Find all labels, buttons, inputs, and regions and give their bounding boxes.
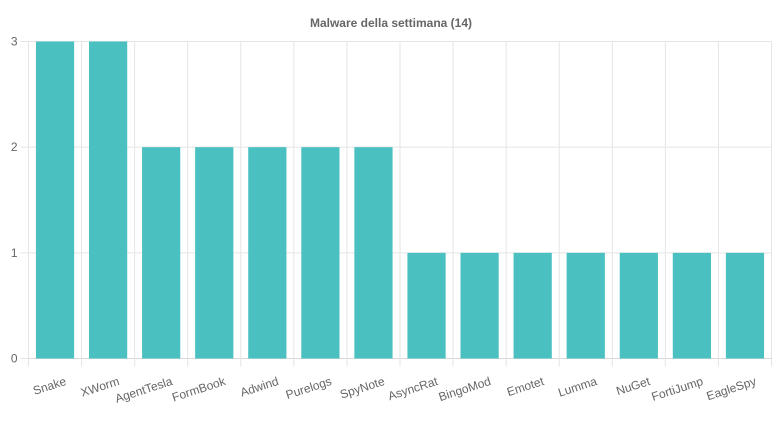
bar xyxy=(513,252,552,359)
bar xyxy=(407,252,446,359)
y-tick-label: 3 xyxy=(11,35,18,49)
bars-layer xyxy=(35,41,765,359)
bar xyxy=(672,252,711,359)
bar xyxy=(195,147,234,359)
bar xyxy=(354,147,393,359)
bar xyxy=(566,252,605,359)
y-axis-ticks: 0 1 2 3 xyxy=(11,35,18,366)
x-tick-label: EagleSpy xyxy=(705,374,758,403)
x-tick-label: Emotet xyxy=(505,374,546,399)
y-tick-label: 1 xyxy=(11,246,18,260)
x-tick-label: AsyncRat xyxy=(386,374,440,403)
bar xyxy=(460,252,499,359)
bar xyxy=(301,147,340,359)
chart-title: Malware della settimana (14) xyxy=(310,16,472,30)
y-tick-label: 2 xyxy=(11,140,18,154)
bar xyxy=(725,252,765,359)
y-tick-label: 0 xyxy=(11,352,18,366)
bar xyxy=(35,41,75,359)
x-tick-label: SpyNote xyxy=(338,374,386,402)
x-tick-label: Snake xyxy=(31,374,68,398)
bar xyxy=(248,147,287,359)
x-tick-label: Purelogs xyxy=(284,374,333,402)
x-tick-label: Adwind xyxy=(238,374,280,399)
x-tick-label: NuGet xyxy=(614,374,652,398)
grid-layer xyxy=(20,41,772,367)
x-tick-label: FormBook xyxy=(170,374,228,405)
x-tick-label: Lumma xyxy=(556,374,599,400)
x-tick-label: FortiJump xyxy=(650,374,705,404)
bar xyxy=(619,252,658,359)
bar xyxy=(142,147,181,359)
x-tick-label: AgentTesla xyxy=(113,374,174,406)
bar xyxy=(89,41,128,359)
x-tick-label: BingoMod xyxy=(437,374,493,404)
